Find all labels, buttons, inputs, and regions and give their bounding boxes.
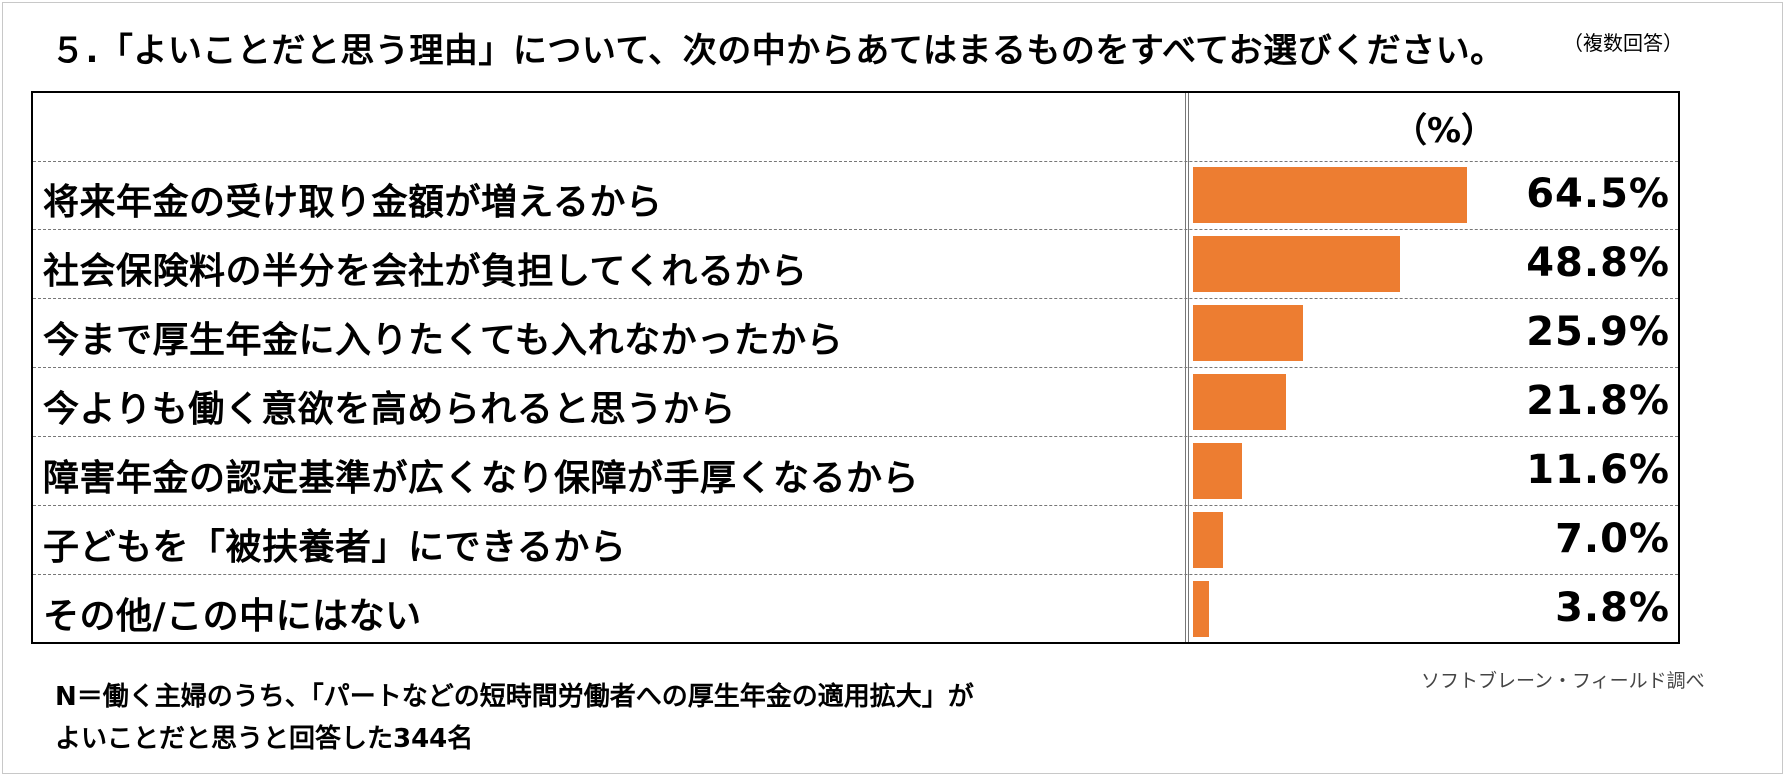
value-label: 11.6%	[1526, 447, 1670, 493]
bar-5	[1193, 443, 1243, 499]
bar-2	[1193, 236, 1401, 292]
bar-1	[1193, 167, 1468, 223]
category-label: 将来年金の受け取り金額が増えるから	[43, 182, 663, 223]
results-table: （%） 将来年金の受け取り金額が増えるから 64.5% 社会保険料の半分を会社が負担…	[31, 91, 1680, 644]
value-label: 48.8%	[1526, 240, 1670, 286]
value-label: 21.8%	[1526, 378, 1670, 424]
category-label: 今よりも働く意欲を高められると思うから	[43, 389, 736, 430]
value-label: 3.8%	[1555, 585, 1670, 631]
multiple-answer-note: （複数回答）	[1563, 31, 1683, 55]
bar-7	[1193, 581, 1210, 637]
category-label: その他/この中にはない	[43, 596, 422, 637]
bar-6	[1193, 512, 1223, 568]
table-row: 障害年金の認定基準が広くなり保障が手厚くなるから 11.6%	[33, 437, 1678, 506]
table-row: 将来年金の受け取り金額が増えるから 64.5%	[33, 161, 1678, 230]
value-label: 7.0%	[1555, 516, 1670, 562]
table-header-row: （%）	[33, 93, 1678, 162]
chart-title: ５.「よいことだと思う理由」について、次の中からあてはまるものをすべてお選びくだ…	[51, 31, 1505, 71]
table-row: 今よりも働く意欲を高められると思うから 21.8%	[33, 368, 1678, 437]
table-row: 子どもを「被扶養者」にできるから 7.0%	[33, 506, 1678, 575]
table-row: その他/この中にはない 3.8%	[33, 575, 1678, 644]
table-row: 社会保険料の半分を会社が負担してくれるから 48.8%	[33, 230, 1678, 299]
bar-4	[1193, 374, 1286, 430]
source-credit: ソフトブレーン・フィールド調べ	[1421, 670, 1705, 692]
table-row: 今まで厚生年金に入りたくても入れなかったから 25.9%	[33, 299, 1678, 368]
unit-header: （%）	[1393, 111, 1496, 151]
footnote-line-1: N＝働く主婦のうち、「パートなどの短時間労働者への厚生年金の適用拡大」が	[55, 682, 974, 712]
category-label: 今まで厚生年金に入りたくても入れなかったから	[43, 320, 844, 361]
value-label: 64.5%	[1526, 171, 1670, 217]
footnote-line-2: よいことだと思うと回答した344名	[55, 724, 474, 754]
category-label: 子どもを「被扶養者」にできるから	[43, 527, 627, 568]
value-label: 25.9%	[1526, 309, 1670, 355]
category-label: 障害年金の認定基準が広くなり保障が手厚くなるから	[43, 458, 920, 499]
bar-3	[1193, 305, 1304, 361]
sample-footnote: N＝働く主婦のうち、「パートなどの短時間労働者への厚生年金の適用拡大」が よいこ…	[55, 676, 974, 760]
category-label: 社会保険料の半分を会社が負担してくれるから	[43, 251, 808, 292]
